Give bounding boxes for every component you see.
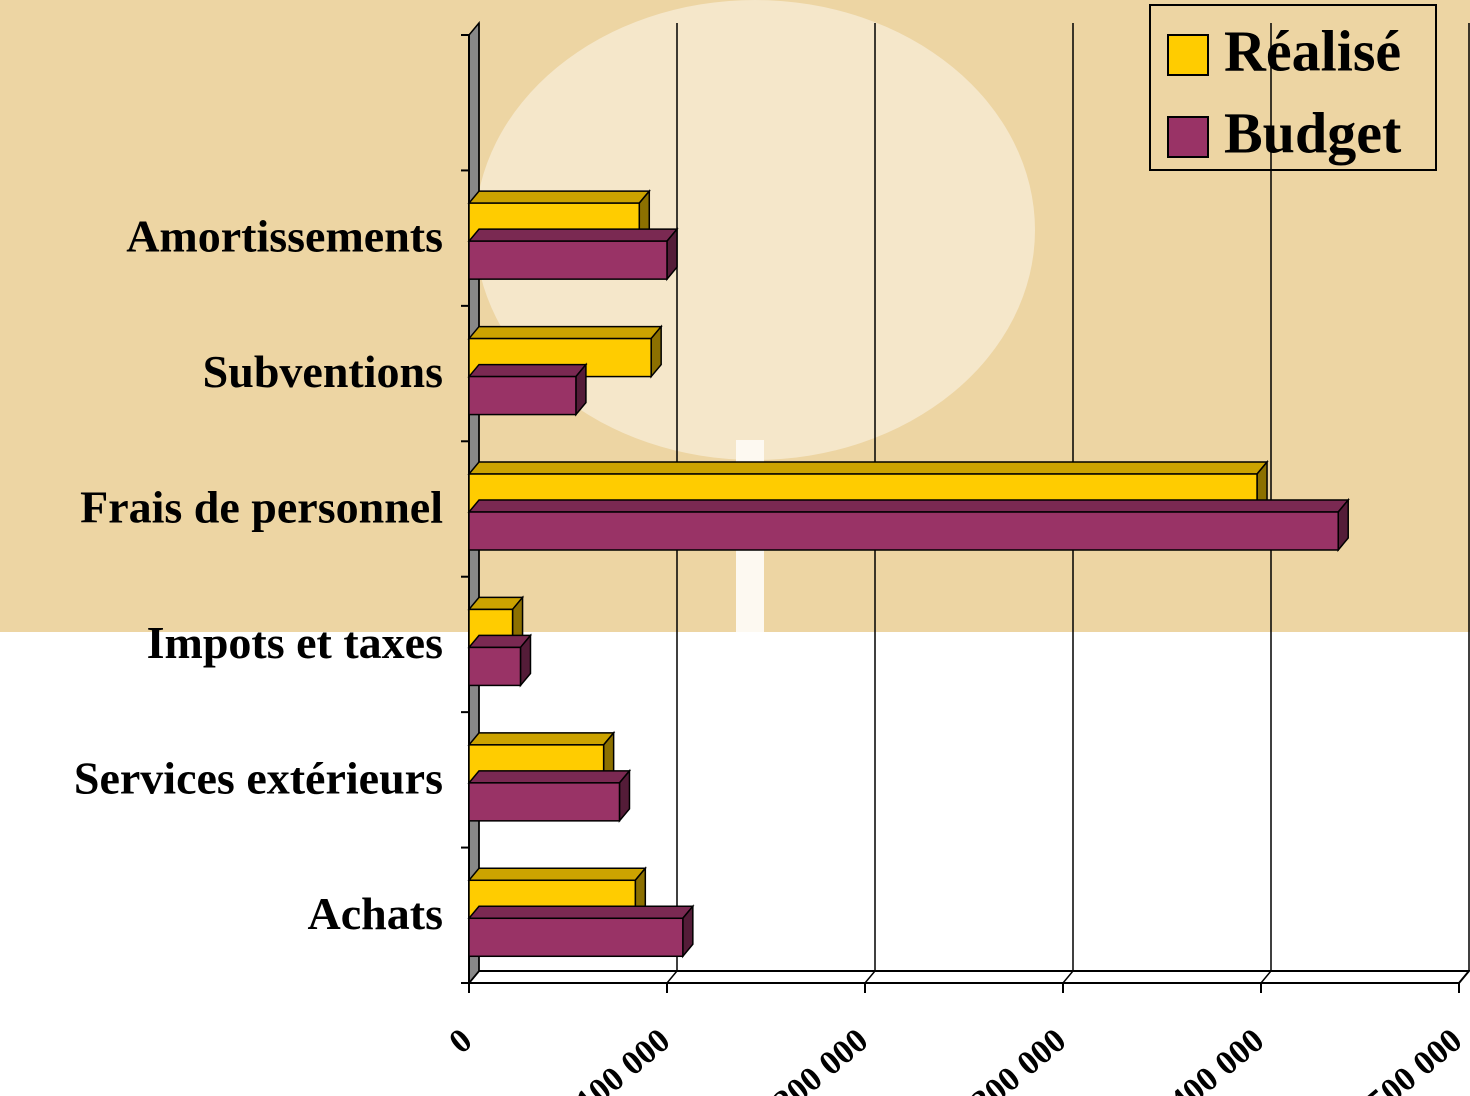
bar-top (467, 732, 616, 746)
bar-top (467, 228, 679, 242)
y-tick-label: Services extérieurs (74, 752, 443, 803)
x-tick-label: 100 000 (569, 1022, 677, 1096)
x-tick-label: 200 000 (767, 1022, 875, 1096)
y-tick-label: Frais de personnel (80, 482, 443, 533)
x-tick-label: 300 000 (965, 1022, 1073, 1096)
legend: Réalisé Budget (1149, 4, 1437, 171)
legend-swatch (1167, 34, 1209, 76)
bar (468, 782, 621, 822)
x-tick-label: 400 000 (1163, 1022, 1271, 1096)
legend-label: Budget (1224, 100, 1402, 165)
grid-line (666, 23, 678, 984)
bar-top (467, 499, 1350, 513)
grid-line (1260, 23, 1272, 984)
grid-line (864, 23, 876, 984)
x-tick-label: 500 000 (1361, 1022, 1469, 1096)
bar-top (467, 867, 647, 882)
legend-swatch (1167, 116, 1209, 158)
bar-top (467, 905, 695, 920)
bar (468, 375, 577, 416)
bar-top (467, 325, 663, 340)
bar (468, 917, 684, 958)
grid-line (1062, 23, 1074, 984)
bar-top (467, 363, 588, 378)
bar-top (467, 770, 632, 784)
y-tick-label: Impots et taxes (147, 617, 443, 668)
floor (466, 970, 1470, 984)
bar (468, 240, 668, 280)
bar (468, 646, 522, 687)
y-tick-label: Amortissements (126, 211, 443, 262)
x-tick-label: 0 (442, 1022, 479, 1061)
y-tick-label: Subventions (203, 346, 443, 397)
legend-box (1149, 4, 1437, 171)
y-tick-label: Achats (308, 888, 443, 939)
legend-label: Réalisé (1224, 18, 1401, 83)
bar-top (467, 461, 1269, 475)
bar-top (467, 190, 651, 204)
bar (468, 511, 1339, 551)
grid-line (1458, 23, 1470, 984)
